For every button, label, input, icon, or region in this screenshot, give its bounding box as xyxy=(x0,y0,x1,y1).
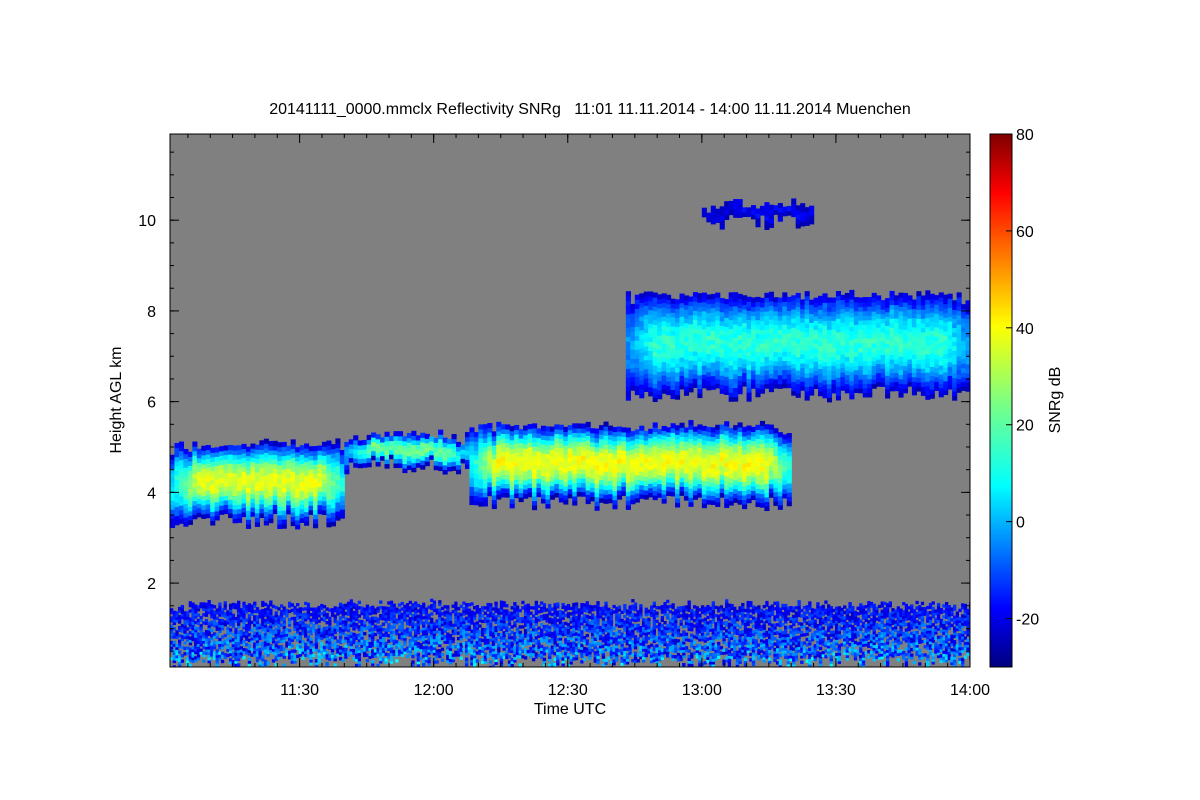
cloud-layer-3 xyxy=(469,420,792,512)
cloud-layer-4 xyxy=(625,289,970,403)
plot-frame xyxy=(169,133,971,668)
colorbar-tick-label: 80 xyxy=(1016,127,1034,144)
colorbar: -20 0 20 40 60 80 SNRg dB xyxy=(989,127,1064,668)
colorbar-tick-label: 0 xyxy=(1016,515,1025,532)
colorbar-tick-label: 60 xyxy=(1016,224,1034,241)
y-axis: 2 4 6 8 10 xyxy=(138,151,970,652)
cloud-layer-2 xyxy=(344,429,471,475)
colorbar-ticks: -20 0 20 40 60 80 xyxy=(1006,127,1039,629)
colorbar-tick-label: -20 xyxy=(1016,612,1039,629)
plot-area xyxy=(169,133,971,668)
plot-background xyxy=(170,134,970,667)
cloud-layer-5 xyxy=(701,198,815,230)
colorbar-tick-label: 20 xyxy=(1016,418,1034,435)
y-tick-label: 4 xyxy=(147,485,156,502)
cloud-layer-1 xyxy=(170,438,345,530)
x-tick-label: 14:00 xyxy=(950,682,990,699)
y-tick-label: 10 xyxy=(138,213,156,230)
x-tick-label: 13:00 xyxy=(682,682,722,699)
y-tick-label: 2 xyxy=(147,576,156,593)
cloud-layer-6 xyxy=(170,598,970,667)
colorbar-tick-label: 40 xyxy=(1016,321,1034,338)
y-tick-label: 6 xyxy=(147,395,156,412)
colorbar-label: SNRg dB xyxy=(1047,367,1064,434)
x-tick-label: 12:00 xyxy=(414,682,454,699)
reflectivity-layers xyxy=(170,198,970,667)
x-axis-label: Time UTC xyxy=(534,701,606,718)
y-tick-label: 8 xyxy=(147,304,156,321)
x-tick-label: 11:30 xyxy=(280,682,319,699)
x-tick-label: 13:30 xyxy=(816,682,856,699)
chart-title: 20141111_0000.mmclx Reflectivity SNRg 11… xyxy=(269,101,911,118)
y-axis-label: Height AGL km xyxy=(108,346,125,453)
x-tick-label: 12:30 xyxy=(548,682,588,699)
colorbar-gradient xyxy=(989,133,1013,668)
x-axis: 11:30 12:00 12:30 13:00 13:30 14:00 xyxy=(187,134,990,699)
